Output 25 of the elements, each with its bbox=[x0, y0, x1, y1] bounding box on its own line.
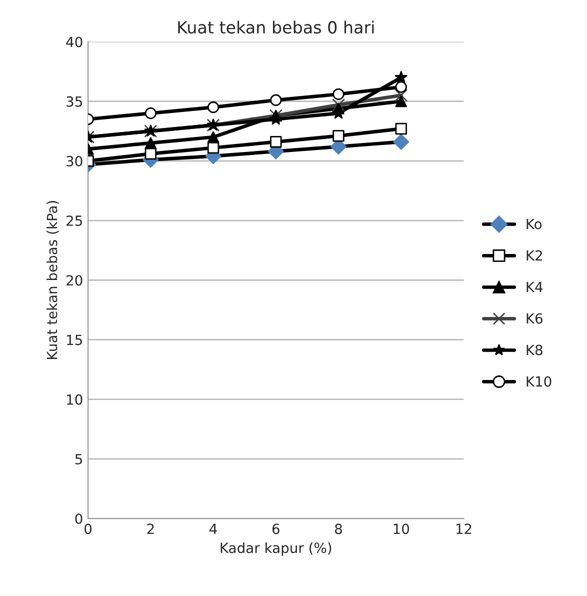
x-tick-label: 8 bbox=[335, 524, 342, 534]
y-tick-label: 30 bbox=[66, 156, 82, 166]
legend-label: K6 bbox=[526, 313, 542, 324]
y-axis-title: Kuat tekan bebas (kPa) bbox=[46, 201, 59, 360]
x-axis-title: Kadar kapur (%) bbox=[220, 542, 332, 556]
y-tick-label: 0 bbox=[75, 513, 82, 524]
y-tick-label: 20 bbox=[66, 275, 82, 286]
y-tick-label: 15 bbox=[67, 334, 82, 346]
x-tick-label: 6 bbox=[272, 524, 280, 534]
y-tick-label: 10 bbox=[67, 394, 82, 405]
chart-title: Kuat tekan bebas 0 hari bbox=[178, 20, 374, 34]
legend-label: K4 bbox=[526, 282, 543, 292]
legend-label: K2 bbox=[526, 250, 542, 261]
legend-label: K8 bbox=[526, 344, 542, 356]
x-tick-label: 12 bbox=[456, 524, 472, 534]
x-tick-label: 2 bbox=[147, 524, 154, 534]
x-tick-label: 0 bbox=[84, 524, 92, 534]
x-tick-label: 4 bbox=[210, 524, 217, 534]
legend-label: Ko bbox=[526, 218, 542, 230]
x-tick-label: 10 bbox=[394, 524, 410, 534]
legend-label: K10 bbox=[526, 376, 552, 387]
y-tick-label: 40 bbox=[66, 36, 82, 48]
y-tick-label: 25 bbox=[66, 215, 82, 226]
y-tick-label: 5 bbox=[75, 454, 82, 464]
y-tick-label: 35 bbox=[66, 96, 82, 107]
